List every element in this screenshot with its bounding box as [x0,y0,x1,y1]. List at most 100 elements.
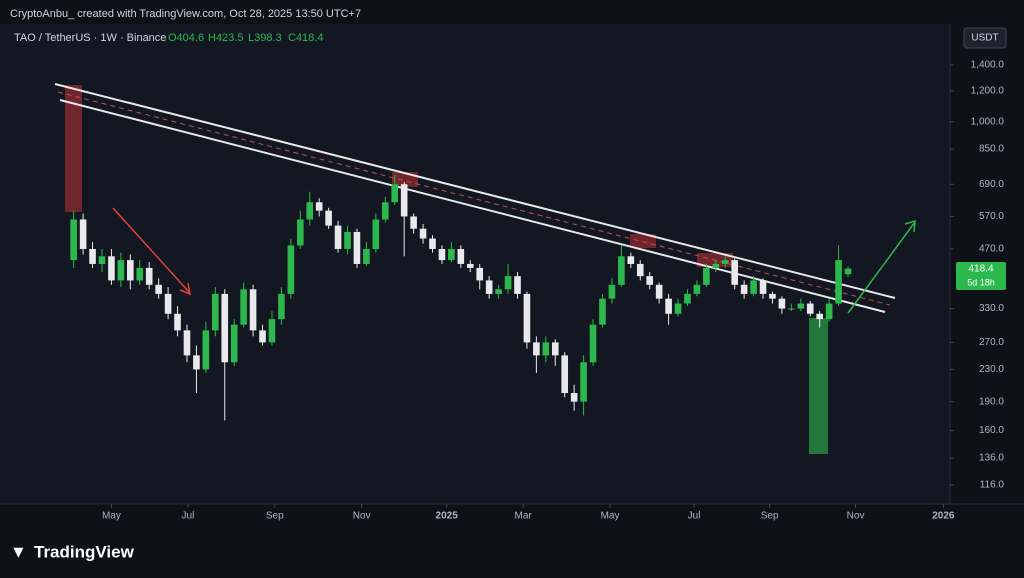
candle-body [712,263,720,268]
header: CryptoAnbu_ created with TradingView.com… [10,8,361,20]
plot-area [0,24,950,504]
arrow-head [904,219,916,233]
candle-body [693,284,701,294]
countdown: 5d 18h [967,277,995,287]
candle-body [278,293,285,320]
candle-body [816,313,823,320]
x-tick-label: May [102,511,121,522]
candle-body [684,293,691,304]
candle-body [174,313,181,331]
candle-body [599,298,606,325]
x-tick-label: Nov [353,511,371,522]
candle-body [618,256,625,285]
y-tick-label: 470.0 [979,244,1004,255]
trendline [59,99,886,313]
candle-body [155,284,162,294]
candle-body [797,303,805,309]
candle-body [381,202,389,220]
candle-body [221,293,229,363]
candle-body [230,324,238,363]
candle-body [79,219,87,249]
currency: USDT [971,33,998,44]
candle-body [419,228,427,239]
candle-body [580,362,587,402]
x-tick-label: Sep [761,511,779,522]
price-tag [956,262,1006,290]
arrow [112,207,190,293]
highlight-box [809,318,828,454]
y-tick-label: 116.0 [980,479,1005,490]
candle-body [98,256,106,264]
highlight-box [65,85,82,212]
candle-body [769,293,776,299]
candle-body [457,248,465,264]
ohlc-close: C418.4 [288,32,323,44]
y-tick-label: 1,400.0 [971,60,1005,71]
y-tick-label: 230.0 [979,364,1004,375]
y-tick-label: 1,000.0 [971,116,1005,127]
x-tick-label: Jul [688,511,701,522]
candles [70,174,852,421]
y-tick-label: 690.0 [979,179,1004,190]
y-tick-label: 136.0 [979,453,1004,464]
symbol-title: TAO / TetherUS · 1W · Binance [14,32,166,44]
candle-body [145,267,153,285]
candle-body [788,308,795,310]
footer-logo: TradingView [34,542,135,561]
candle-body [589,324,597,363]
candle-body [750,280,757,294]
x-tick-label: Jul [182,511,195,522]
candle-body [287,245,295,294]
candle-body [259,330,266,343]
candle-body [400,184,408,217]
candle-body [315,202,323,211]
candle-body [353,231,361,264]
trendline [54,83,896,299]
logo-mark: ▼ [10,542,27,561]
candle-body [268,319,276,343]
candle-body [570,392,578,402]
currency-box [963,27,1007,49]
candle-body [665,298,672,314]
x-tick-label: Mar [515,511,533,522]
candle-body [806,303,814,314]
candle-body [429,238,436,249]
candle-body [212,293,219,331]
y-tick-label: 270.0 [979,337,1004,348]
candle-body [825,303,833,320]
candle-body [655,284,663,299]
candle-body [476,267,484,281]
candle-body [721,260,729,264]
candle-body [533,342,540,356]
candle-body [334,225,342,249]
candle-body [344,231,351,249]
candle-body [523,293,531,343]
candle-body [703,267,710,285]
candle-body [240,289,247,325]
candle-body [627,256,635,264]
x-tick-label: 2026 [932,511,955,522]
y-tick-label: 850.0 [979,144,1004,155]
candle-body [740,284,748,294]
x-tick-label: May [601,511,620,522]
x-tick-label: 2025 [436,511,459,522]
y-tick-label: 190.0 [979,396,1004,407]
candle-body [127,260,134,281]
candle-body [183,330,191,356]
candle-body [136,267,144,281]
candle-body [636,263,644,277]
x-tick-label: Nov [847,511,865,522]
arrow-head [179,282,191,296]
highlight-box [630,234,656,248]
arrow [847,221,916,314]
candle-body [89,248,96,264]
y-tick-label: 160.0 [979,425,1004,436]
candle-body [542,342,550,356]
candle-body [608,284,616,299]
candle-body [466,263,474,268]
candle-body [325,210,332,226]
candle-body [372,219,380,249]
candle-body [835,260,842,304]
candle-body [391,184,399,203]
